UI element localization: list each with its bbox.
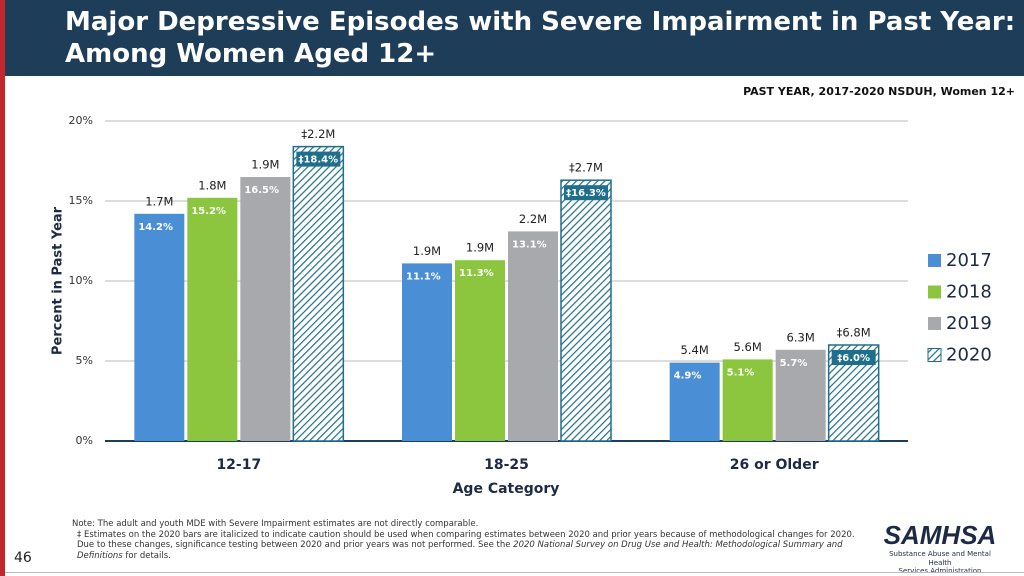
legend-label: 2018 (946, 282, 992, 303)
x-axis-label: Age Category (453, 481, 560, 497)
legend-swatch (928, 254, 941, 267)
value-label: ‡6.0% (837, 353, 870, 364)
count-label: 5.4M (681, 343, 709, 357)
bar (669, 362, 720, 441)
bar (187, 197, 238, 441)
legend-label: 2019 (946, 313, 992, 334)
y-tick-label: 5% (76, 354, 93, 367)
footnote: ‡ Estimates on the 2020 bars are italici… (72, 530, 862, 562)
y-axis-label: Percent in Past Year (51, 206, 66, 355)
x-tick-label: 12-17 (216, 457, 261, 473)
count-label: ‡6.8M (837, 326, 871, 340)
value-label: 5.1% (727, 367, 755, 378)
value-label: 4.9% (674, 371, 702, 382)
legend-label: 2020 (946, 345, 992, 366)
y-tick-label: 15% (69, 194, 93, 207)
title-line: Major Depressive Episodes with Severe Im… (65, 7, 1016, 37)
count-label: 5.6M (734, 340, 762, 354)
label-box (296, 151, 341, 167)
count-label: 1.8M (198, 178, 226, 192)
value-label: 5.7% (780, 358, 808, 369)
logo-text: Services Administration (898, 567, 982, 575)
value-label: 15.2% (191, 206, 226, 217)
page-number: 46 (14, 550, 32, 566)
count-label: ‡2.7M (569, 161, 603, 175)
bar (560, 179, 612, 442)
logo-text: Substance Abuse and Mental Health (889, 550, 991, 567)
value-label: 16.5% (244, 185, 279, 196)
accent-stripe (0, 0, 5, 576)
footnote-title: 2020 National Survey on Drug Use and Hea… (77, 540, 843, 561)
value-label: 13.1% (512, 239, 547, 250)
legend-swatch (928, 317, 941, 330)
bar (508, 231, 558, 441)
value-label: ‡16.3% (566, 188, 606, 199)
bar (722, 359, 773, 441)
bar (455, 260, 505, 441)
legend-label: 2017 (946, 250, 992, 271)
legend-swatch (927, 348, 942, 362)
legend-swatch (928, 285, 941, 299)
y-tick-label: 0% (76, 434, 93, 447)
footnote-text: for details. (122, 550, 171, 561)
count-label: 1.7M (145, 194, 173, 208)
count-label: 6.3M (787, 330, 815, 344)
count-label: 2.2M (519, 212, 547, 226)
x-tick-label: 26 or Older (730, 457, 819, 473)
count-label: 1.9M (251, 158, 279, 172)
value-label: ‡18.4% (298, 155, 338, 166)
bar (134, 213, 185, 441)
bottom-rule (5, 572, 1024, 573)
bar (292, 145, 345, 442)
label-box (831, 350, 876, 365)
chart-subtitle: PAST YEAR, 2017-2020 NSDUH, Women 12+ (743, 85, 1015, 98)
value-label: 14.2% (138, 222, 173, 233)
value-label: 11.1% (406, 271, 441, 282)
count-label: ‡2.2M (301, 127, 335, 141)
y-tick-label: 20% (69, 114, 93, 127)
logo: SAMHSA Substance Abuse and Mental Health… (880, 520, 1000, 576)
notes: Note: The adult and youth MDE with Sever… (72, 519, 862, 561)
header: Major Depressive Episodes with Severe Im… (5, 0, 1024, 76)
count-label: 1.9M (466, 241, 494, 255)
bar (775, 349, 826, 441)
label-box (564, 185, 608, 201)
value-label: 11.3% (459, 268, 494, 279)
note: Note: The adult and youth MDE with Sever… (72, 519, 479, 529)
bar (240, 177, 291, 441)
x-tick-label: 18-25 (484, 457, 529, 473)
footnote-text: ‡ Estimates on the 2020 bars are italici… (77, 529, 855, 551)
title-line: Among Women Aged 12+ (65, 39, 437, 69)
y-tick-label: 10% (69, 274, 93, 287)
count-label: 1.9M (413, 244, 441, 258)
bar (402, 263, 452, 441)
logo-mark: SAMHSA (883, 520, 997, 550)
